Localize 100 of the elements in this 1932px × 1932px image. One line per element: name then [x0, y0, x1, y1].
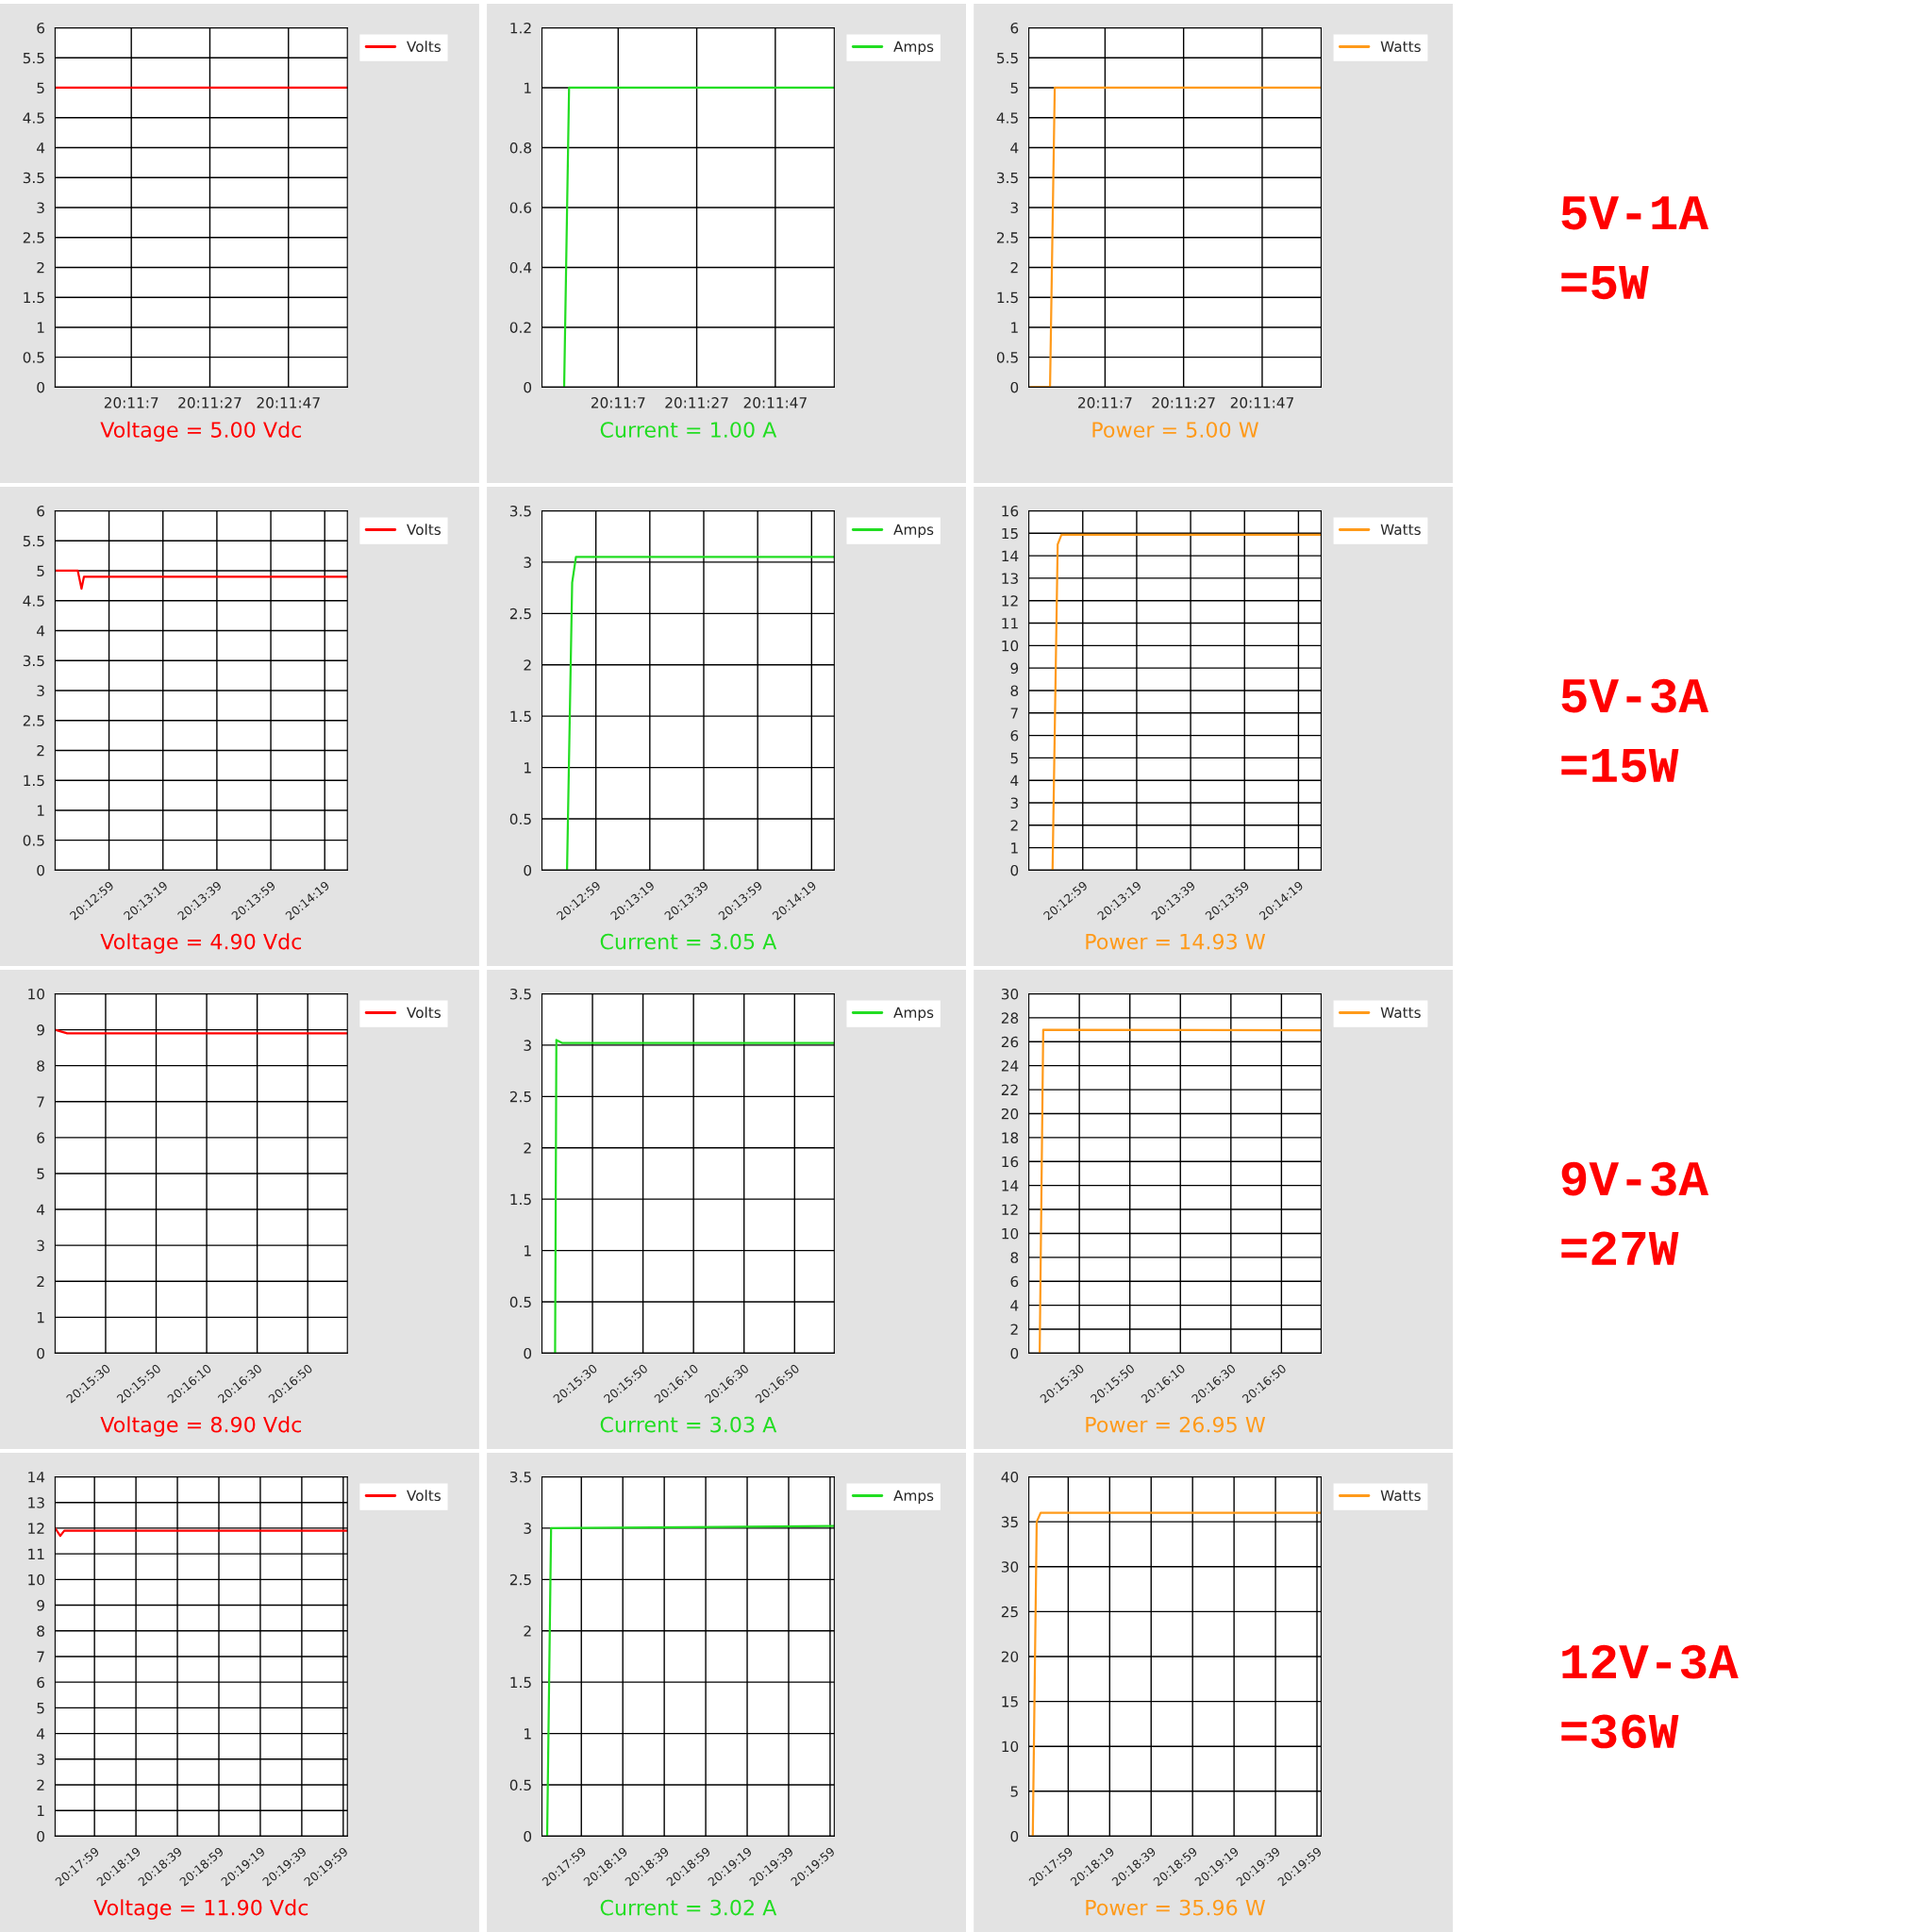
- y-tick-label: 11: [1002, 618, 1018, 629]
- y-tick-label: 9: [1010, 662, 1019, 675]
- y-tick-label: 3: [37, 1754, 44, 1765]
- x-axis-title: Current = 3.05 A: [600, 933, 777, 950]
- y-tick-label: 13: [28, 1497, 44, 1508]
- y-tick-label: 4: [1010, 774, 1019, 786]
- text: 5V-3A: [1561, 678, 1709, 713]
- y-tick-label: 3.5: [509, 505, 531, 517]
- legend-label: Volts: [407, 524, 441, 536]
- y-tick-label: 10: [1002, 1740, 1019, 1753]
- y-tick-label: 11: [28, 1548, 44, 1559]
- y-tick-label: 15: [1002, 1696, 1018, 1707]
- y-tick-label: 4: [1010, 142, 1019, 154]
- text: =5W: [1561, 265, 1649, 300]
- y-tick-label: 7: [1010, 708, 1018, 719]
- y-tick-label: 0.8: [509, 142, 532, 154]
- x-tick-label: 20:11:27: [178, 397, 242, 408]
- legend-label: Watts: [1380, 1490, 1421, 1502]
- x-tick-label: 20:11:47: [1230, 397, 1293, 408]
- y-tick-label: 3: [524, 1040, 531, 1051]
- x-axis-title: Voltage = 5.00 Vdc: [100, 421, 302, 442]
- y-tick-label: 6: [37, 1676, 45, 1689]
- y-tick-label: 1.5: [510, 1193, 531, 1206]
- y-tick-label: 12: [1002, 1204, 1018, 1215]
- y-tick-label: 3: [1010, 797, 1018, 809]
- y-tick-label: 28: [1001, 1012, 1019, 1024]
- y-tick-label: 1: [525, 762, 531, 774]
- y-tick-label: 0.5: [23, 835, 44, 846]
- y-tick-label: 2: [37, 261, 44, 274]
- text: =36W: [1561, 1714, 1679, 1749]
- y-tick-label: 5: [37, 82, 44, 93]
- x-tick-label: 20:11:7: [1078, 397, 1132, 408]
- y-tick-label: 1.5: [510, 1676, 531, 1689]
- legend-label: Volts: [407, 1490, 441, 1502]
- legend-label: Amps: [893, 524, 934, 539]
- y-tick-label: 13: [1002, 573, 1018, 584]
- y-tick-label: 0: [524, 381, 532, 393]
- y-tick-label: 9: [37, 1600, 44, 1611]
- y-tick-label: 1.5: [997, 291, 1018, 304]
- y-tick-label: 3: [37, 202, 44, 213]
- y-tick-label: 1: [1011, 322, 1018, 333]
- y-tick-label: 18: [1002, 1132, 1019, 1143]
- y-tick-label: 5.5: [997, 52, 1018, 64]
- y-tick-label: 4: [37, 1728, 45, 1740]
- x-axis-title: Current = 3.02 A: [600, 1899, 777, 1916]
- legend-label: Amps: [893, 41, 934, 56]
- y-tick-label: 3: [37, 685, 44, 696]
- y-tick-label: 0.2: [509, 322, 531, 333]
- y-tick-label: 0: [37, 864, 44, 876]
- x-axis-title: Power = 5.00 W: [1092, 422, 1259, 438]
- y-tick-label: 30: [1001, 988, 1019, 1000]
- y-tick-label: 1.2: [510, 22, 531, 34]
- y-tick-label: 6: [1010, 22, 1019, 34]
- y-tick-label: 2.5: [997, 232, 1018, 243]
- x-axis-title: Voltage = 8.90 Vdc: [100, 1416, 302, 1437]
- y-tick-label: 5: [1010, 1786, 1018, 1797]
- y-tick-label: 4: [37, 142, 45, 154]
- legend-label: Watts: [1380, 41, 1421, 53]
- y-tick-label: 6: [37, 22, 45, 34]
- y-tick-label: 0: [1010, 1830, 1019, 1842]
- y-tick-label: 0.6: [509, 202, 532, 213]
- y-tick-label: 6: [1010, 730, 1019, 741]
- x-tick-label: 20:11:27: [1152, 397, 1215, 408]
- y-tick-label: 2: [1010, 261, 1018, 274]
- x-axis-title: Current = 3.03 A: [600, 1416, 777, 1433]
- y-tick-label: 5.5: [23, 52, 44, 64]
- y-tick-label: 4: [37, 1204, 45, 1215]
- y-tick-label: 3: [524, 557, 531, 568]
- x-axis-title: Voltage = 11.90 Vdc: [93, 1899, 308, 1920]
- y-tick-label: 10: [1002, 640, 1019, 652]
- y-tick-label: 1.5: [24, 774, 44, 787]
- y-tick-label: 0.5: [23, 352, 44, 363]
- y-tick-label: 7: [37, 1096, 44, 1108]
- y-tick-label: 14: [1002, 550, 1019, 561]
- y-tick-label: 30: [1001, 1561, 1019, 1573]
- y-tick-label: 1: [525, 1245, 531, 1257]
- y-tick-label: 0: [37, 381, 44, 393]
- y-tick-label: 14: [1002, 1180, 1019, 1191]
- y-tick-label: 4: [1010, 1300, 1019, 1311]
- x-tick-label: 20:11:47: [257, 397, 320, 408]
- y-tick-label: 1.5: [24, 291, 44, 304]
- y-tick-label: 6: [1010, 1275, 1019, 1288]
- y-tick-label: 40: [1001, 1471, 1019, 1483]
- y-tick-label: 2: [524, 659, 531, 671]
- y-tick-label: 0: [524, 1830, 532, 1842]
- legend-label: Amps: [893, 1007, 934, 1022]
- y-tick-label: 5: [1010, 82, 1018, 93]
- y-tick-label: 12: [1002, 595, 1018, 607]
- y-tick-label: 0: [1010, 381, 1019, 393]
- y-tick-label: 16: [1002, 1156, 1019, 1168]
- y-tick-label: 26: [1001, 1036, 1019, 1048]
- y-tick-label: 25: [1001, 1606, 1018, 1618]
- x-tick-label: 20:11:27: [665, 397, 728, 408]
- x-tick-label: 20:11:7: [591, 397, 645, 408]
- y-tick-label: 3.5: [509, 988, 531, 1000]
- y-tick-label: 12: [28, 1523, 44, 1534]
- y-tick-label: 20: [1001, 1108, 1019, 1120]
- y-tick-label: 3: [1010, 202, 1018, 213]
- legend-label: Watts: [1380, 1007, 1421, 1019]
- text: =27W: [1561, 1231, 1679, 1265]
